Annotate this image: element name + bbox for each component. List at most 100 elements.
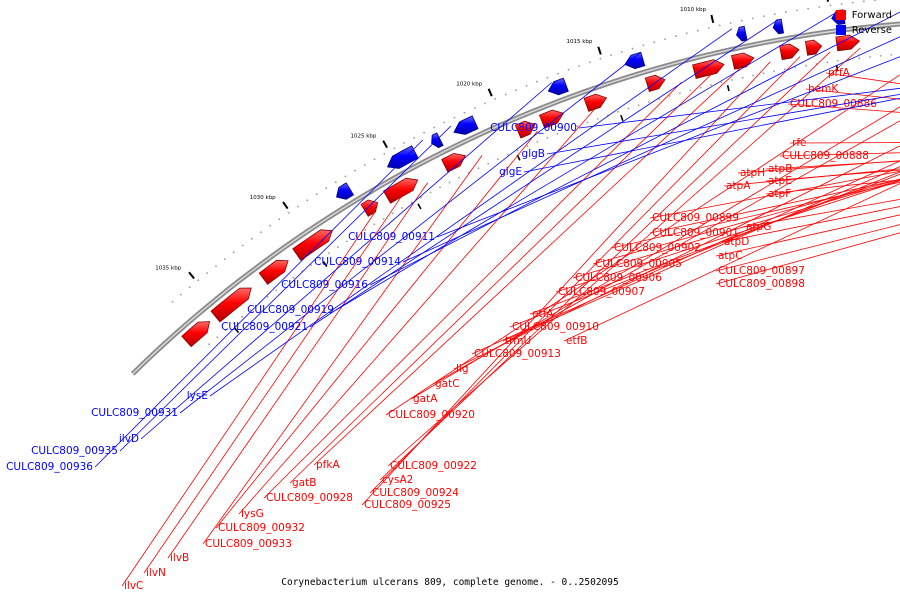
inner-tick [234, 327, 240, 334]
minor-tick-dot [621, 50, 623, 53]
leader-line [167, 182, 429, 559]
minor-tick-dot [785, 11, 787, 14]
minor-tick-dot [773, 70, 776, 73]
leader-line [387, 47, 861, 467]
forward-gene-arrow [210, 287, 252, 323]
forward-swatch [835, 10, 846, 20]
reverse-gene-label: glgB [522, 148, 545, 160]
forward-gene-label: ilvN [146, 567, 166, 579]
reverse-gene-arrow [624, 51, 646, 70]
minor-tick-dot [526, 145, 529, 148]
minor-tick-dot [443, 121, 446, 124]
minor-tick-dot [206, 272, 209, 274]
minor-tick-dot [863, 0, 865, 3]
minor-tick-dot [328, 252, 330, 255]
forward-gene-arrow [804, 39, 823, 56]
reverse-gene-label: CULC809_00916 [281, 279, 368, 291]
leader-line [737, 160, 900, 174]
leader-line [121, 212, 376, 587]
minor-tick-dot [546, 136, 549, 139]
minor-tick-dot [851, 1, 854, 4]
inner-tick [620, 114, 624, 122]
leader-line [509, 171, 900, 328]
reverse-gene-label: CULC809_00935 [31, 445, 118, 457]
forward-gene-label: CULC809_00886 [790, 98, 877, 110]
leader-line [592, 178, 900, 265]
legend-reverse: Reverse [835, 23, 892, 37]
forward-gene-arrow [835, 34, 861, 52]
leader-line [140, 82, 552, 440]
minor-tick-dot [599, 57, 602, 60]
forward-gene-label: gatB [292, 477, 316, 489]
leader-line [263, 82, 682, 499]
forward-gene-label: ilvB [170, 552, 189, 564]
minor-tick-dot [617, 110, 619, 113]
forward-gene-label: CULC809_00933 [205, 538, 292, 550]
minor-tick-dot [826, 61, 829, 64]
minor-tick-dot [546, 76, 549, 79]
forward-gene-label: CULC809_00932 [218, 522, 305, 534]
minor-tick-dot [516, 149, 519, 152]
leader-line [202, 155, 483, 545]
leader-line [369, 11, 900, 286]
leader-line [119, 125, 452, 452]
minor-tick-dot [355, 234, 357, 237]
forward-gene-label: etfB [566, 335, 587, 347]
minor-tick-dot [278, 218, 281, 221]
minor-tick-dot [752, 74, 754, 77]
legend-forward-label: Forward [851, 9, 892, 21]
leader-line [649, 179, 900, 234]
leader-line [309, 19, 779, 328]
forward-gene-label: atpH [740, 167, 765, 179]
minor-tick-dot [382, 217, 385, 220]
minor-tick-dot [373, 223, 376, 226]
leader-line [743, 198, 900, 228]
minor-tick-dot [364, 229, 367, 231]
minor-tick-dot [215, 265, 217, 267]
minor-tick-dot [648, 101, 650, 103]
leader-line [555, 180, 900, 293]
minor-tick-dot [869, 56, 871, 58]
tick-label: 1025 kbp [350, 133, 376, 139]
forward-gene-label: CULC809_00925 [364, 499, 451, 511]
reverse-gene-arrow [453, 115, 479, 135]
forward-gene-label: atpB [768, 163, 792, 175]
leader-line [789, 142, 900, 144]
legend-reverse-label: Reverse [851, 24, 892, 36]
minor-tick-dot [586, 121, 589, 124]
minor-tick-dot [306, 199, 309, 202]
minor-tick-dot [740, 19, 743, 22]
minor-tick-dot [171, 301, 174, 303]
forward-gene-label: CULC809_00913 [474, 348, 561, 360]
minor-tick-dot [354, 169, 356, 172]
minor-tick-dot [689, 89, 692, 92]
minor-tick-dot [232, 322, 235, 325]
minor-tick-dot [627, 107, 630, 110]
tick-label: 1015 kbp [566, 39, 592, 45]
backbone-highlight [132, 23, 900, 375]
minor-tick-dot [275, 289, 278, 292]
minor-tick-dot [241, 244, 244, 247]
leader-line [289, 74, 712, 484]
minor-tick-dot [420, 196, 422, 199]
minor-tick-dot [487, 162, 490, 165]
reverse-gene-arrow [547, 77, 569, 96]
leader-line [179, 51, 642, 414]
inner-tick [322, 261, 328, 268]
minor-tick-dot [642, 44, 645, 47]
leader-line [432, 120, 900, 385]
minor-tick-dot [751, 17, 754, 20]
leader-line [335, 9, 841, 311]
gene-labels: prfA hemK CULC809_00886rfeCULC809_00888atp… [6, 9, 900, 592]
leader-line [529, 173, 900, 315]
minor-tick-dot [224, 329, 227, 332]
forward-gene-label: rfe [792, 137, 806, 149]
minor-tick-dot [710, 84, 712, 86]
reverse-gene-label: CULC809_00919 [247, 304, 334, 316]
minor-tick-dot [232, 251, 235, 254]
minor-tick-dot [631, 47, 634, 50]
minor-tick-dot [363, 164, 366, 166]
minor-tick-dot [423, 131, 425, 134]
minor-tick-dot [413, 136, 415, 139]
